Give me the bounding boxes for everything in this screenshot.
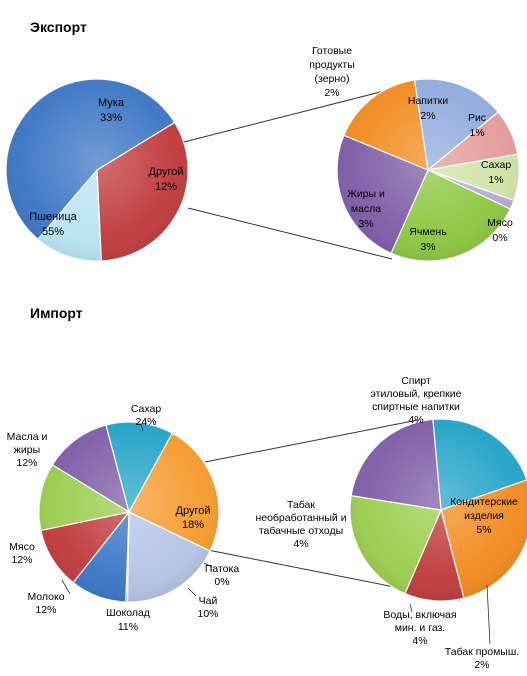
label-masla-2: жиры (14, 444, 40, 456)
label-sahar-export: Сахар (481, 159, 512, 171)
label-muka: Мука (98, 97, 125, 109)
value-yachmen: 3% (420, 241, 435, 253)
label-yachmen: Ячмень (409, 226, 447, 238)
export-main-labels: Мука 33% Другой 12% Пшеница 55% (29, 97, 183, 238)
label-gotovye-1: Готовые (312, 45, 352, 57)
value-spirt: 4% (408, 414, 423, 426)
label-napitki: Напитки (408, 95, 448, 107)
value-ris: 1% (469, 127, 484, 139)
label-drugoi-export: Другой (149, 166, 184, 178)
label-tabak-prom: Табак промыш. (445, 646, 519, 658)
label-moloko: Молоко (27, 591, 64, 603)
leader-chai (187, 587, 197, 597)
value-masla: 12% (16, 457, 37, 469)
label-myaso-import: Мясо (9, 541, 35, 553)
label-zhiry-2: масла (351, 203, 381, 215)
import-breakdown-labels: Спирт этиловый, крепкие спиртные напитки… (255, 375, 519, 671)
slice-3-4-табак-необработанный-и-табачные-отходы (350, 418, 442, 511)
label-pshenitsa: Пшеница (29, 211, 77, 223)
export-title: Экспорт (30, 19, 87, 35)
label-tabak-3: табачные отходы (259, 525, 343, 537)
label-spirt-1: Спирт (401, 375, 431, 387)
value-gotovye: 2% (324, 87, 339, 99)
label-sahar-import: Сахар (131, 403, 162, 415)
value-tabak: 4% (293, 538, 308, 550)
label-patoka: Патока (205, 563, 240, 575)
leader-myaso-export (504, 223, 510, 229)
leader-vody (409, 603, 413, 613)
label-masla-1: Масла и (7, 431, 48, 443)
value-drugoi-import: 18% (182, 519, 204, 531)
value-muka: 33% (100, 112, 122, 124)
value-patoka: 0% (214, 576, 229, 588)
leader-sahar-import (140, 423, 144, 432)
value-drugoi-export: 12% (155, 181, 177, 193)
value-chai: 10% (197, 608, 218, 620)
value-myaso-import: 12% (11, 554, 32, 566)
label-spirt-2: этиловый, крепкие (371, 388, 462, 400)
label-konditer-1: Кондитерские (450, 496, 518, 508)
label-gotovye-3: (зерно) (314, 73, 349, 85)
value-shokolad: 11% (118, 621, 138, 633)
value-tabak-prom: 2% (474, 659, 489, 671)
value-pshenitsa: 55% (42, 226, 64, 238)
import-title: Импорт (30, 305, 83, 321)
label-chai: Чай (199, 595, 218, 607)
label-shokolad: Шоколад (106, 607, 150, 619)
label-vody-2: мин. и газ. (395, 622, 446, 634)
label-gotovye-2: продукты (309, 59, 355, 71)
label-tabak-1: Табак (287, 499, 315, 511)
label-ris: Рис (468, 112, 486, 124)
leader-tabak-prom (486, 584, 491, 645)
value-sahar-import: 24% (135, 416, 156, 428)
value-zhiry: 3% (358, 218, 373, 230)
label-myaso-export: Мясо (487, 217, 513, 229)
label-drugoi-import: Другой (176, 505, 211, 517)
value-konditer: 5% (476, 524, 491, 536)
import-main-labels: Сахар 24% Масла и жиры 12% Другой 18% Мя… (7, 403, 240, 633)
leader-lines (61, 223, 510, 645)
label-vody-1: Воды, включая (383, 609, 456, 621)
label-konditer-2: изделия (464, 510, 504, 522)
value-moloko: 12% (35, 604, 56, 616)
label-spirt-3: спиртные напитки (372, 401, 460, 413)
value-vody: 4% (412, 635, 427, 647)
value-sahar-export: 1% (488, 174, 503, 186)
label-zhiry-1: Жиры и (347, 188, 385, 200)
value-napitki: 2% (420, 110, 435, 122)
leader-molokO (61, 579, 71, 595)
export-breakdown-labels: Готовые продукты (зерно) 2% Напитки 2% Р… (309, 45, 513, 253)
leader-patoka (203, 562, 213, 568)
label-tabak-2: необработанный и (255, 512, 346, 524)
value-myaso-export: 0% (492, 232, 507, 244)
